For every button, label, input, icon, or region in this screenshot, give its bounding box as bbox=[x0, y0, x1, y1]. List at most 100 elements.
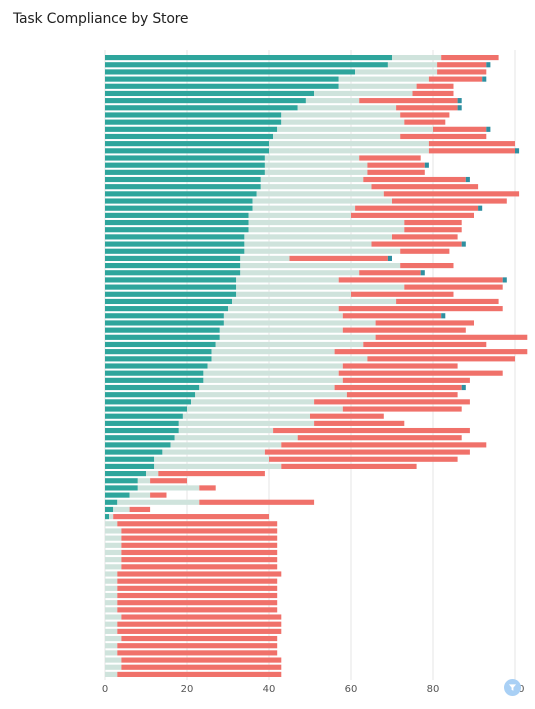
bar-segment[interactable] bbox=[137, 485, 200, 491]
bar-segment[interactable] bbox=[117, 628, 282, 634]
bar-segment[interactable] bbox=[105, 564, 122, 570]
bar-segment[interactable] bbox=[105, 162, 265, 168]
bar-segment[interactable] bbox=[121, 564, 278, 570]
bar-segment[interactable] bbox=[105, 277, 237, 283]
bar-segment[interactable] bbox=[387, 255, 392, 261]
bar-segment[interactable] bbox=[338, 306, 503, 312]
bar-segment[interactable] bbox=[129, 506, 151, 513]
bar-segment[interactable] bbox=[515, 148, 520, 154]
bar-segment[interactable] bbox=[273, 427, 470, 434]
bar-segment[interactable] bbox=[105, 621, 118, 627]
bar-segment[interactable] bbox=[182, 413, 310, 419]
bar-segment[interactable] bbox=[252, 205, 356, 211]
bar-segment[interactable] bbox=[105, 492, 130, 498]
bar-segment[interactable] bbox=[105, 363, 208, 369]
bar-segment[interactable] bbox=[105, 341, 216, 348]
bar-segment[interactable] bbox=[314, 399, 470, 405]
bar-segment[interactable] bbox=[465, 176, 470, 183]
bar-segment[interactable] bbox=[105, 270, 241, 276]
bar-segment[interactable] bbox=[105, 98, 306, 104]
bar-segment[interactable] bbox=[359, 98, 458, 104]
bar-segment[interactable] bbox=[105, 370, 204, 376]
bar-segment[interactable] bbox=[346, 392, 458, 398]
bar-segment[interactable] bbox=[117, 607, 278, 613]
bar-segment[interactable] bbox=[105, 313, 224, 319]
bar-segment[interactable] bbox=[256, 191, 384, 197]
bar-segment[interactable] bbox=[482, 76, 487, 82]
bar-segment[interactable] bbox=[105, 528, 122, 534]
bar-segment[interactable] bbox=[428, 148, 515, 154]
bar-segment[interactable] bbox=[404, 219, 462, 226]
bar-segment[interactable] bbox=[342, 313, 442, 319]
bar-segment[interactable] bbox=[117, 650, 278, 656]
bar-segment[interactable] bbox=[281, 442, 487, 448]
bar-segment[interactable] bbox=[240, 255, 290, 261]
bar-segment[interactable] bbox=[105, 420, 179, 426]
bar-segment[interactable] bbox=[105, 650, 118, 656]
bar-segment[interactable] bbox=[244, 234, 392, 240]
bar-segment[interactable] bbox=[342, 406, 462, 412]
bar-segment[interactable] bbox=[105, 600, 118, 606]
bar-segment[interactable] bbox=[228, 306, 339, 312]
bar-segment[interactable] bbox=[105, 55, 392, 61]
bar-segment[interactable] bbox=[281, 112, 401, 118]
bar-segment[interactable] bbox=[338, 277, 503, 283]
bar-segment[interactable] bbox=[277, 126, 433, 132]
bar-segment[interactable] bbox=[178, 427, 274, 434]
bar-segment[interactable] bbox=[117, 592, 278, 599]
bar-segment[interactable] bbox=[121, 528, 278, 534]
bar-segment[interactable] bbox=[211, 349, 335, 355]
bar-segment[interactable] bbox=[240, 263, 401, 269]
bar-segment[interactable] bbox=[105, 83, 339, 89]
bar-segment[interactable] bbox=[199, 384, 335, 391]
bar-segment[interactable] bbox=[269, 141, 429, 147]
bar-segment[interactable] bbox=[428, 76, 483, 82]
bar-segment[interactable] bbox=[105, 406, 187, 412]
bar-segment[interactable] bbox=[424, 162, 429, 168]
bar-segment[interactable] bbox=[117, 671, 282, 677]
bar-segment[interactable] bbox=[121, 557, 278, 563]
bar-segment[interactable] bbox=[248, 227, 405, 233]
bar-segment[interactable] bbox=[187, 406, 343, 412]
bar-segment[interactable] bbox=[105, 435, 175, 441]
bar-segment[interactable] bbox=[314, 90, 413, 97]
bar-segment[interactable] bbox=[105, 155, 265, 161]
bar-segment[interactable] bbox=[105, 205, 253, 211]
bar-segment[interactable] bbox=[105, 463, 155, 469]
bar-segment[interactable] bbox=[502, 277, 507, 283]
bar-segment[interactable] bbox=[105, 478, 138, 484]
bar-segment[interactable] bbox=[105, 356, 212, 362]
bar-segment[interactable] bbox=[457, 98, 462, 104]
bar-segment[interactable] bbox=[105, 126, 278, 132]
bar-segment[interactable] bbox=[359, 155, 421, 161]
bar-segment[interactable] bbox=[117, 600, 278, 606]
bar-segment[interactable] bbox=[105, 263, 241, 269]
bar-segment[interactable] bbox=[211, 356, 368, 362]
bar-segment[interactable] bbox=[105, 184, 261, 190]
bar-segment[interactable] bbox=[113, 514, 269, 520]
bar-segment[interactable] bbox=[219, 334, 376, 340]
bar-segment[interactable] bbox=[105, 427, 179, 434]
bar-segment[interactable] bbox=[441, 313, 446, 319]
bar-segment[interactable] bbox=[223, 320, 376, 326]
bar-segment[interactable] bbox=[105, 76, 339, 82]
bar-segment[interactable] bbox=[105, 291, 237, 297]
bar-segment[interactable] bbox=[400, 112, 450, 118]
bar-segment[interactable] bbox=[404, 284, 503, 290]
bar-segment[interactable] bbox=[338, 370, 503, 376]
bar-segment[interactable] bbox=[113, 506, 130, 513]
bar-segment[interactable] bbox=[105, 413, 183, 419]
bar-segment[interactable] bbox=[105, 557, 122, 563]
bar-segment[interactable] bbox=[392, 55, 442, 61]
bar-segment[interactable] bbox=[105, 377, 204, 383]
bar-segment[interactable] bbox=[457, 105, 462, 111]
bar-segment[interactable] bbox=[121, 664, 282, 670]
bar-segment[interactable] bbox=[404, 227, 462, 233]
bar-segment[interactable] bbox=[305, 98, 360, 104]
bar-segment[interactable] bbox=[359, 270, 421, 276]
bar-segment[interactable] bbox=[109, 514, 114, 520]
bar-segment[interactable] bbox=[461, 384, 466, 391]
bar-segment[interactable] bbox=[117, 521, 278, 527]
bar-segment[interactable] bbox=[236, 277, 339, 283]
bar-segment[interactable] bbox=[478, 205, 483, 211]
